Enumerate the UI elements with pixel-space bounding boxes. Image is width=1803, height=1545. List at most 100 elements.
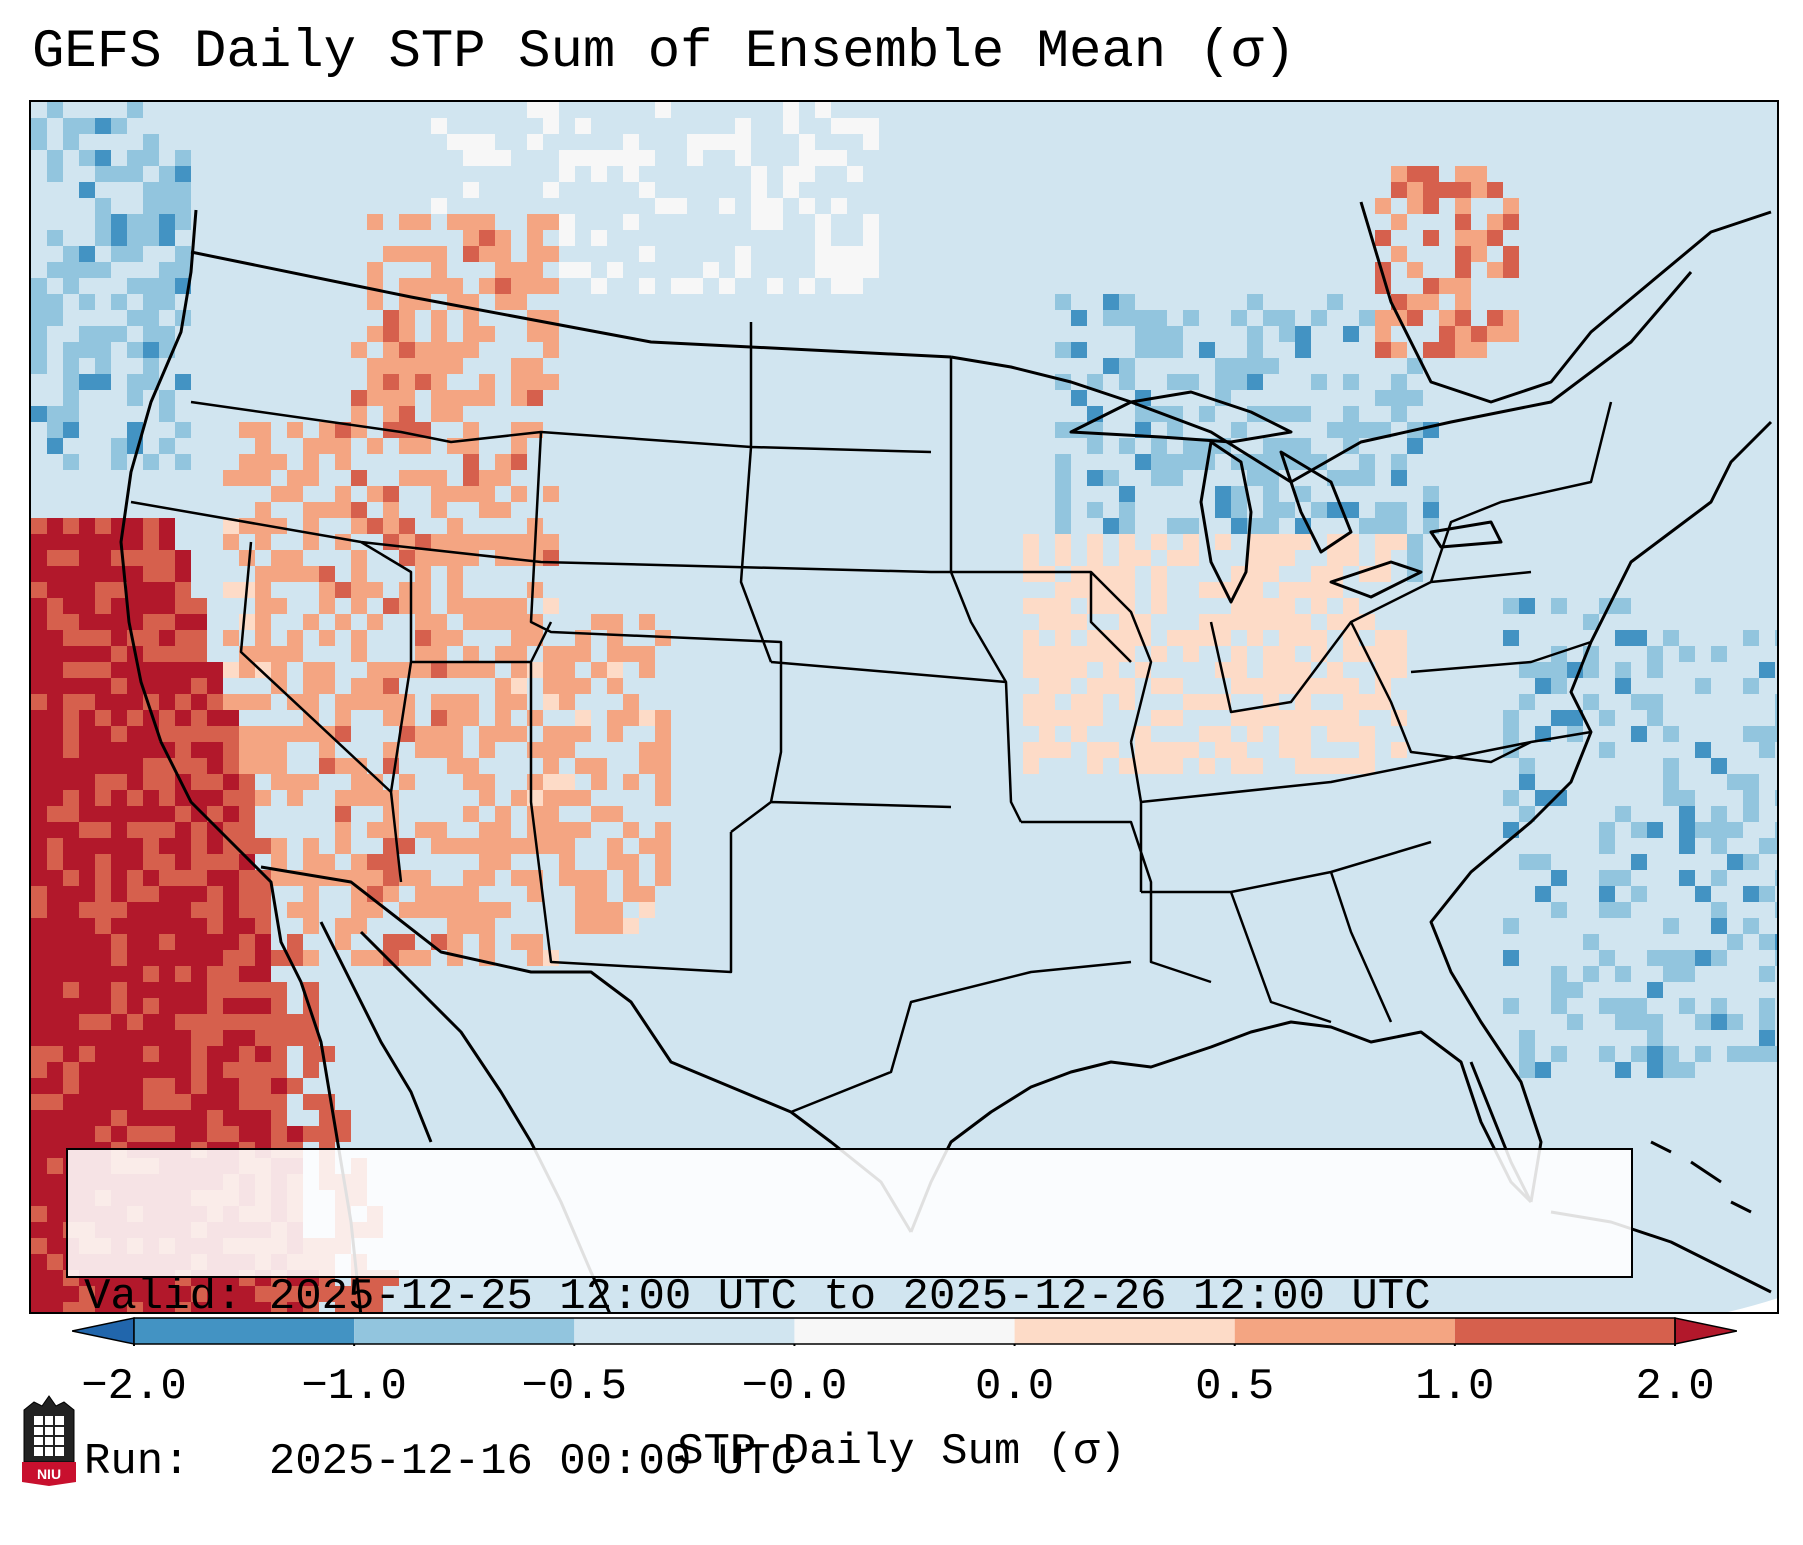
- anomaly-cell: [1151, 566, 1167, 582]
- anomaly-cell: [159, 822, 175, 838]
- anomaly-cell: [63, 1030, 79, 1046]
- anomaly-cell: [1407, 262, 1423, 278]
- anomaly-cell: [143, 326, 159, 342]
- anomaly-cell: [751, 166, 767, 182]
- anomaly-cell: [1055, 598, 1071, 614]
- anomaly-cell: [159, 1286, 175, 1302]
- anomaly-cell: [95, 614, 111, 630]
- bahamas: [1650, 1140, 1752, 1214]
- anomaly-cell: [479, 278, 495, 294]
- anomaly-cell: [1055, 550, 1071, 566]
- anomaly-cell: [31, 950, 47, 966]
- anomaly-cell: [511, 726, 527, 742]
- anomaly-cell: [207, 774, 223, 790]
- anomaly-cell: [31, 918, 47, 934]
- anomaly-cell: [1631, 886, 1647, 902]
- anomaly-cell: [159, 902, 175, 918]
- anomaly-cell: [447, 582, 463, 598]
- anomaly-cell: [735, 150, 751, 166]
- anomaly-cell: [1167, 710, 1183, 726]
- anomaly-cell: [1087, 694, 1103, 710]
- anomaly-cell: [351, 598, 367, 614]
- map-panel[interactable]: [29, 100, 1779, 1314]
- anomaly-cell: [1311, 758, 1327, 774]
- anomaly-cell: [95, 934, 111, 950]
- anomaly-cell: [191, 1046, 207, 1062]
- anomaly-cell: [463, 694, 479, 710]
- anomaly-cell: [1775, 822, 1777, 838]
- anomaly-cell: [1663, 790, 1679, 806]
- anomaly-cell: [223, 806, 239, 822]
- anomaly-cell: [1583, 614, 1599, 630]
- anomaly-cell: [1695, 950, 1711, 966]
- anomaly-cell: [1375, 502, 1391, 518]
- anomaly-cell: [191, 902, 207, 918]
- anomaly-cell: [575, 822, 591, 838]
- anomaly-cell: [111, 582, 127, 598]
- anomaly-cell: [271, 1062, 287, 1078]
- anomaly-cell: [399, 518, 415, 534]
- anomaly-cell: [47, 806, 63, 822]
- anomaly-cell: [431, 342, 447, 358]
- anomaly-cell: [47, 790, 63, 806]
- anomaly-cell: [95, 1302, 111, 1312]
- anomaly-cell: [47, 598, 63, 614]
- anomaly-cell: [271, 1014, 287, 1030]
- anomaly-cell: [303, 726, 319, 742]
- anomaly-cell: [1119, 694, 1135, 710]
- anomaly-cell: [463, 758, 479, 774]
- anomaly-cell: [1599, 998, 1615, 1014]
- anomaly-cell: [63, 278, 79, 294]
- anomaly-cell: [143, 918, 159, 934]
- anomaly-cell: [271, 598, 287, 614]
- anomaly-cell: [63, 678, 79, 694]
- anomaly-cell: [175, 870, 191, 886]
- anomaly-cell: [463, 422, 479, 438]
- anomaly-cell: [287, 1286, 303, 1302]
- anomaly-cell: [127, 550, 143, 566]
- anomaly-cell: [1391, 246, 1407, 262]
- anomaly-cell: [95, 214, 111, 230]
- anomaly-cell: [127, 790, 143, 806]
- anomaly-cell: [607, 678, 623, 694]
- anomaly-cell: [159, 582, 175, 598]
- anomaly-cell: [655, 102, 671, 118]
- anomaly-cell: [1535, 662, 1551, 678]
- anomaly-cell: [1535, 678, 1551, 694]
- anomaly-cell: [463, 838, 479, 854]
- anomaly-cell: [1199, 630, 1215, 646]
- anomaly-cell: [463, 598, 479, 614]
- anomaly-cell: [351, 950, 367, 966]
- anomaly-cell: [383, 838, 399, 854]
- anomaly-cell: [1199, 694, 1215, 710]
- anomaly-cell: [639, 710, 655, 726]
- anomaly-cell: [207, 886, 223, 902]
- anomaly-cell: [127, 230, 143, 246]
- anomaly-cell: [527, 262, 543, 278]
- anomaly-cell: [1407, 390, 1423, 406]
- anomaly-cell: [1599, 870, 1615, 886]
- anomaly-cell: [127, 678, 143, 694]
- anomaly-cell: [79, 374, 95, 390]
- anomaly-cell: [783, 166, 799, 182]
- anomaly-cell: [559, 150, 575, 166]
- valid-time-text: Valid: 2025-12-25 12:00 UTC to 2025-12-2…: [84, 1272, 1431, 1322]
- anomaly-cell: [111, 326, 127, 342]
- anomaly-cell: [127, 566, 143, 582]
- anomaly-cell: [1071, 614, 1087, 630]
- anomaly-cell: [255, 646, 271, 662]
- anomaly-cell: [1119, 550, 1135, 566]
- anomaly-cell: [1087, 758, 1103, 774]
- anomaly-cell: [863, 230, 879, 246]
- anomaly-cell: [1647, 1046, 1663, 1062]
- anomaly-cell: [159, 838, 175, 854]
- anomaly-cell: [79, 774, 95, 790]
- anomaly-cell: [143, 806, 159, 822]
- anomaly-cell: [527, 326, 543, 342]
- anomaly-cell: [335, 918, 351, 934]
- anomaly-cell: [1103, 566, 1119, 582]
- anomaly-cell: [719, 134, 735, 150]
- anomaly-cell: [143, 998, 159, 1014]
- anomaly-cell: [783, 118, 799, 134]
- anomaly-cell: [159, 982, 175, 998]
